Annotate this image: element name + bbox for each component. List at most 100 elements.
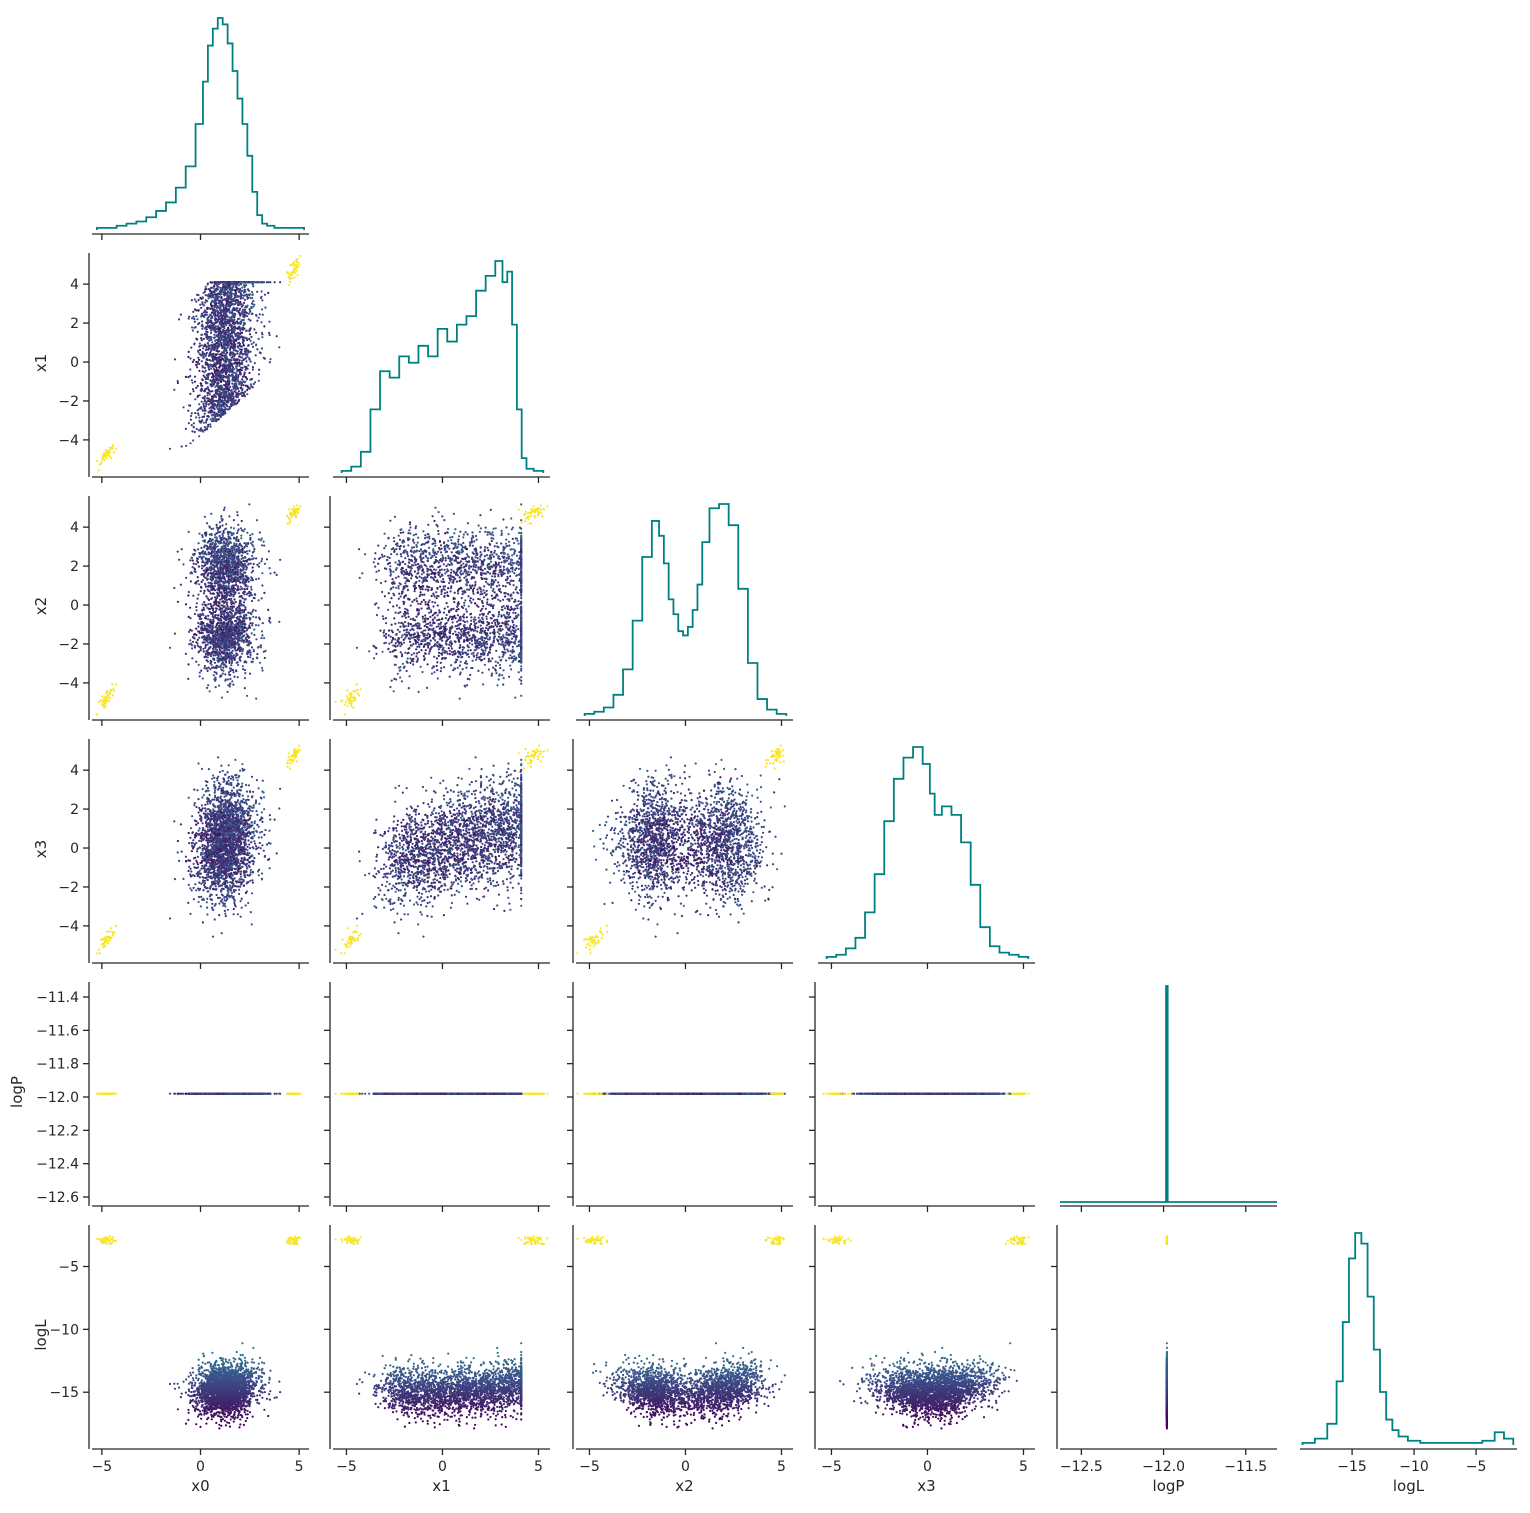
scatter-point <box>209 618 212 621</box>
scatter-point <box>233 613 236 616</box>
scatter-point <box>228 348 231 352</box>
scatter-point <box>229 403 233 406</box>
scatter-point <box>197 663 200 667</box>
scatter-point <box>203 407 206 410</box>
scatter-point <box>227 298 230 301</box>
scatter-point <box>267 608 270 612</box>
scatter-point <box>220 570 223 573</box>
scatter-point <box>246 653 249 656</box>
scatter-point <box>247 655 250 659</box>
scatter-point <box>214 610 217 614</box>
scatter-point <box>107 694 110 697</box>
scatter-point <box>226 544 230 548</box>
scatter-point <box>237 638 240 642</box>
scatter-point <box>209 286 213 289</box>
scatter-point <box>199 407 202 410</box>
scatter-point <box>252 305 255 308</box>
scatter-point <box>246 585 249 588</box>
scatter-point <box>205 402 208 405</box>
scatter-point <box>289 513 292 516</box>
scatter-point <box>254 609 257 612</box>
scatter-point <box>213 614 216 617</box>
scatter-point <box>201 550 204 553</box>
scatter-point <box>212 368 216 371</box>
scatter-point <box>218 370 221 373</box>
scatter-point <box>196 330 199 333</box>
scatter-point <box>249 534 252 537</box>
scatter-point <box>217 684 221 687</box>
scatter-point <box>235 542 238 546</box>
scatter-point <box>231 649 234 652</box>
scatter-point <box>249 378 252 381</box>
scatter-point <box>195 386 198 389</box>
scatter-point <box>189 392 192 395</box>
scatter-point <box>232 358 235 361</box>
scatter-point <box>292 262 295 265</box>
scatter-point <box>103 451 106 454</box>
scatter-point <box>286 515 289 518</box>
scatter-point <box>248 337 251 340</box>
scatter-point <box>236 352 239 355</box>
scatter-point <box>205 330 208 333</box>
scatter-point <box>213 678 216 681</box>
scatter-point <box>238 658 242 662</box>
scatter-point <box>243 298 246 301</box>
scatter-point <box>245 617 248 620</box>
scatter-point <box>287 283 291 286</box>
scatter-point <box>225 366 228 369</box>
scatter-point <box>217 333 220 336</box>
scatter-point <box>192 426 195 429</box>
scatter-point <box>97 700 101 703</box>
scatter-point <box>191 329 194 332</box>
scatter-point <box>202 647 205 650</box>
scatter-point <box>197 309 200 312</box>
scatter-point <box>261 584 264 587</box>
scatter-point <box>196 409 199 412</box>
scatter-point <box>256 646 260 649</box>
scatter-point <box>208 525 211 528</box>
scatter-point <box>212 336 216 339</box>
scatter-point <box>237 528 240 531</box>
scatter-point <box>247 364 250 367</box>
scatter-point <box>246 386 249 389</box>
scatter-point <box>235 287 239 290</box>
scatter-point <box>210 314 213 317</box>
scatter-point <box>192 636 195 639</box>
scatter-point <box>232 281 235 284</box>
scatter-point <box>296 512 300 515</box>
scatter-point <box>258 351 261 354</box>
scatter-point <box>243 582 246 585</box>
scatter-point <box>250 305 253 309</box>
scatter-point <box>196 366 199 369</box>
scatter-point <box>219 666 222 669</box>
scatter-point <box>234 374 238 377</box>
scatter-point <box>185 444 188 447</box>
scatter-point <box>214 318 217 321</box>
scatter-point <box>202 347 205 350</box>
scatter-point <box>212 358 215 361</box>
scatter-point <box>263 562 267 565</box>
panel-x0-vs-x0 <box>92 17 309 240</box>
scatter-point <box>278 346 281 349</box>
scatter-point <box>218 327 221 330</box>
scatter-point <box>227 548 230 551</box>
scatter-point <box>214 666 217 670</box>
scatter-point <box>215 306 218 309</box>
scatter-point <box>220 668 223 671</box>
scatter-point <box>111 694 114 697</box>
scatter-point <box>228 294 231 297</box>
scatter-point <box>221 387 224 390</box>
scatter-point <box>226 358 230 361</box>
scatter-point <box>215 607 218 610</box>
scatter-point <box>235 367 238 370</box>
scatter-point <box>247 293 250 296</box>
scatter-point <box>218 397 221 400</box>
scatter-point <box>233 537 236 540</box>
scatter-point <box>207 557 210 561</box>
scatter-points-x2-vs-x0 <box>95 503 302 716</box>
scatter-point <box>219 674 222 677</box>
scatter-point <box>242 559 245 563</box>
scatter-point <box>244 290 247 293</box>
scatter-point <box>263 591 266 595</box>
